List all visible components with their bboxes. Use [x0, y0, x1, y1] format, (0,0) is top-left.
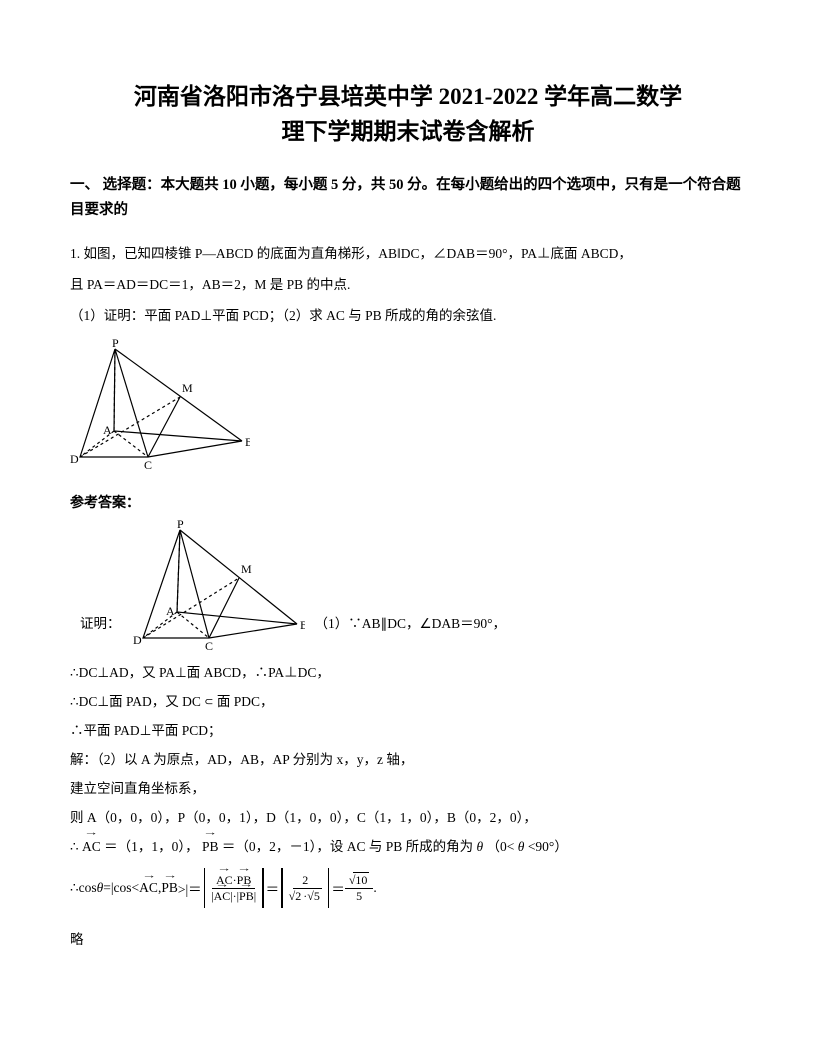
- p8d: （0<: [487, 839, 515, 854]
- figure-1-svg: P M A B C D: [70, 339, 250, 469]
- q1-line3: （1）证明：平面 PAD⊥平面 PCD；（2）求 AC 与 PB 所成的角的余弦…: [70, 302, 746, 329]
- q1-text1: 如图，已知四棱锥 P—ABCD 的底面为直角梯形，AB‖DC，∠DAB＝90°，…: [84, 246, 632, 261]
- proof-p5: 解：（2）以 A 为原点，AD，AB，AP 分别为 x，y，z 轴，: [70, 746, 746, 773]
- vec-AC-4: AC: [214, 890, 231, 903]
- theta-2: θ: [518, 839, 525, 854]
- p9e: ＝: [266, 878, 280, 898]
- proof-p9: ∴cos θ =|cos< AC , PB >|＝ AC·PB |AC|·|PB…: [70, 868, 746, 908]
- sqrt-10: 10: [349, 874, 370, 887]
- fig2-P: P: [177, 520, 184, 531]
- proof-p3a: ∴DC⊥面 PAD，又 DC: [70, 694, 201, 709]
- fig2-M: M: [241, 562, 252, 576]
- q1-line2: 且 PA＝AD＝DC＝1，AB＝2，M 是 PB 的中点.: [70, 271, 746, 298]
- title-line2: 理下学期期末试卷含解析: [70, 115, 746, 150]
- fig2-A: A: [166, 604, 175, 618]
- p8e: <90°）: [528, 839, 568, 854]
- subset-symbol: ⊂: [204, 691, 213, 713]
- q1-line1: 1. 如图，已知四棱锥 P—ABCD 的底面为直角梯形，AB‖DC，∠DAB＝9…: [70, 240, 746, 267]
- end-note: 略: [70, 928, 746, 948]
- proof-p4: ∴平面 PAD⊥平面 PCD；: [70, 717, 746, 744]
- answer-label: 参考答案：: [70, 492, 746, 512]
- p8c: ＝（0，2，－1），设 AC 与 PB 所成的角为: [222, 839, 473, 854]
- p9d: >|＝: [178, 878, 202, 898]
- vec-PB-1: PB: [202, 833, 219, 860]
- proof-prefix: 证明：: [80, 610, 121, 637]
- vec-AC-2: AC: [139, 880, 158, 896]
- vec-AC-1: AC: [82, 833, 101, 860]
- p9f: ＝: [331, 878, 345, 898]
- theta-1: θ: [477, 839, 484, 854]
- theta-3: θ: [97, 880, 104, 896]
- frac-3: 10 5: [345, 873, 374, 904]
- sqrt-2: 2: [289, 890, 304, 903]
- section-1-header: 一、 选择题：本大题共 10 小题，每小题 5 分，共 50 分。在每小题给出的…: [70, 173, 746, 222]
- abs-bar-r2: [328, 868, 330, 908]
- frac2-den: 2·5: [285, 889, 326, 904]
- vec-PB-4: PB: [239, 890, 254, 903]
- frac-2-inner: 2 2·5: [285, 873, 326, 904]
- frac3-num: 10: [345, 873, 374, 889]
- fig1-P: P: [112, 339, 119, 350]
- proof-p7: 则 A（0，0，0），P（0，0，1），D（1，0，0），C（1，1，0），B（…: [70, 804, 746, 831]
- proof-p3: ∴DC⊥面 PAD，又 DC ⊂ 面 PDC，: [70, 688, 746, 715]
- sqrt-5: 5: [307, 890, 322, 903]
- figure-2-svg: P M A B C D: [125, 520, 305, 650]
- fig1-C: C: [144, 458, 152, 469]
- fig2-D: D: [133, 633, 142, 647]
- frac3-den: 5: [352, 889, 366, 904]
- proof-p2: ∴DC⊥AD，又 PA⊥面 ABCD，∴PA⊥DC，: [70, 659, 746, 686]
- p8a: ∴: [70, 839, 79, 854]
- vec-PB-2: PB: [161, 880, 178, 896]
- proof-p8: ∴ AC ＝（1，1，0）， PB ＝（0，2，－1），设 AC 与 PB 所成…: [70, 833, 746, 860]
- p10: .: [373, 880, 376, 896]
- frac2-num: 2: [298, 873, 312, 889]
- figure-2-pyramid: P M A B C D: [125, 520, 305, 655]
- proof-p1: （1）∵AB∥DC，∠DAB＝90°，: [315, 610, 507, 637]
- p9b: =|cos<: [103, 880, 139, 896]
- abs-bar-l2: [281, 868, 283, 908]
- p9a: ∴cos: [70, 880, 97, 896]
- fig1-M: M: [182, 381, 193, 395]
- fig1-A: A: [103, 423, 112, 437]
- abs-bar-r1: [262, 868, 264, 908]
- frac1-den: |AC|·|PB|: [207, 889, 260, 904]
- frac-1: AC·PB |AC|·|PB|: [202, 868, 266, 908]
- abs-bar-l1: [204, 868, 206, 908]
- proof-p6: 建立空间直角坐标系，: [70, 775, 746, 802]
- fig2-B: B: [300, 618, 305, 632]
- p8b: ＝（1，1，0），: [104, 839, 199, 854]
- figure-1-pyramid: P M A B C D: [70, 339, 250, 474]
- page-title: 河南省洛阳市洛宁县培英中学 2021-2022 学年高二数学 理下学期期末试卷含…: [70, 80, 746, 149]
- figure-2-row: 证明： P M A B C D （1）∵AB∥DC，∠DAB＝90°: [70, 520, 746, 655]
- q1-num: 1.: [70, 246, 80, 261]
- frac-2: 2 2·5: [279, 868, 331, 908]
- fig1-D: D: [70, 452, 79, 466]
- fig1-B: B: [245, 435, 250, 449]
- frac-1-inner: AC·PB |AC|·|PB|: [207, 873, 260, 904]
- proof-p3b: 面 PDC，: [217, 694, 274, 709]
- fig2-C: C: [205, 639, 213, 650]
- title-line1: 河南省洛阳市洛宁县培英中学 2021-2022 学年高二数学: [70, 80, 746, 115]
